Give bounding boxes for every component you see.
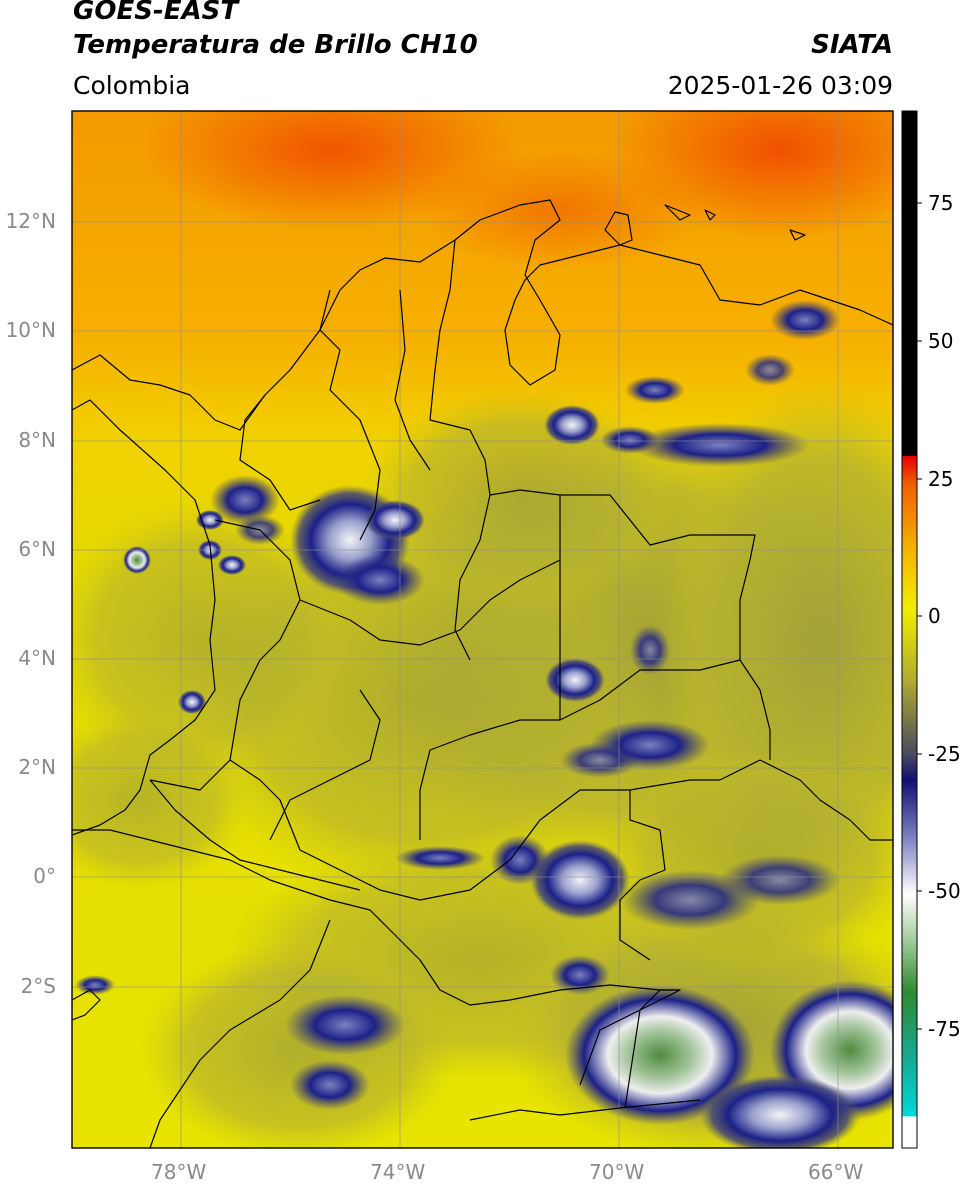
colorbar-frame <box>901 110 918 1149</box>
lat-tick-10n: 10°N <box>5 318 56 342</box>
lon-tick-74w: 74°W <box>370 1160 426 1184</box>
colorbar-tick-minus75: -75 <box>928 1017 961 1041</box>
lat-tick-4n: 4°N <box>18 646 56 670</box>
colorbar-tick-minus50: -50 <box>928 879 961 903</box>
colorbar <box>902 111 917 1148</box>
product-title: Temperatura de Brillo CH10 <box>73 30 478 60</box>
colorbar-tick-25: 25 <box>928 467 954 491</box>
colorbar-tick-0: 0 <box>928 604 941 628</box>
borders <box>72 199 893 1148</box>
lon-tick-66w: 66°W <box>808 1160 864 1184</box>
lat-tick-0: 0° <box>33 864 56 888</box>
satellite-imagery <box>72 111 893 1148</box>
colorbar-tick-50: 50 <box>928 329 954 353</box>
colorbar-tick-75: 75 <box>928 191 954 215</box>
satellite-title: GOES-EAST <box>73 0 239 26</box>
colorbar-tick-minus25: -25 <box>928 742 961 766</box>
lat-tick-8n: 8°N <box>18 428 56 452</box>
colorbar-tick-marks <box>917 202 922 1030</box>
region-label: Colombia <box>73 71 191 100</box>
datetime-label: 2025-01-26 03:09 <box>667 71 893 100</box>
lat-tick-2s: 2°S <box>20 974 56 998</box>
agency-label: SIATA <box>811 30 893 60</box>
map-frame <box>71 110 894 1149</box>
lon-tick-78w: 78°W <box>151 1160 207 1184</box>
lon-tick-70w: 70°W <box>589 1160 645 1184</box>
lat-tick-12n: 12°N <box>5 209 56 233</box>
graticule <box>72 111 893 1148</box>
lat-tick-2n: 2°N <box>18 755 56 779</box>
lat-tick-6n: 6°N <box>18 537 56 561</box>
